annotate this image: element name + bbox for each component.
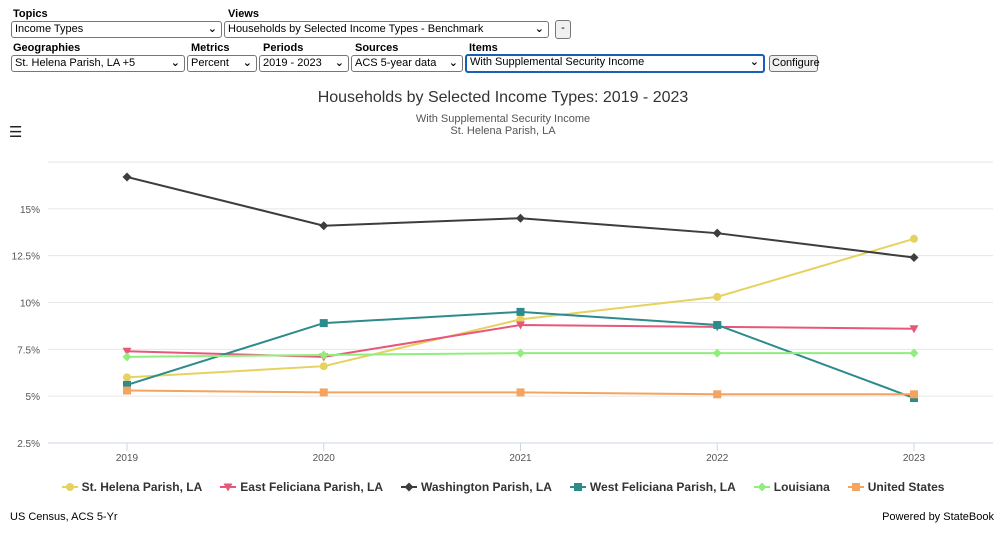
data-point bbox=[123, 380, 131, 389]
legend-item[interactable]: United States bbox=[847, 480, 945, 494]
topics-select[interactable]: Income Types ⌄ bbox=[11, 21, 222, 38]
data-point bbox=[713, 320, 722, 329]
data-point bbox=[516, 348, 525, 358]
legend-item[interactable]: Louisiana bbox=[753, 480, 830, 494]
items-value: With Supplemental Security Income bbox=[470, 56, 645, 68]
legend-label: East Feliciana Parish, LA bbox=[240, 480, 383, 494]
data-point bbox=[712, 348, 722, 358]
data-point bbox=[122, 172, 132, 182]
y-tick-label: 5% bbox=[26, 392, 41, 403]
data-point bbox=[516, 388, 525, 397]
chevron-down-icon: ⌄ bbox=[334, 57, 344, 69]
chart-legend: St. Helena Parish, LA East Feliciana Pari… bbox=[0, 480, 1006, 494]
metrics-select[interactable]: Percent ⌄ bbox=[187, 55, 257, 72]
source-credit: US Census, ACS 5-Yr bbox=[10, 511, 118, 523]
data-point bbox=[516, 315, 525, 324]
y-tick-label: 10% bbox=[20, 299, 40, 310]
powered-by: Powered by StateBook bbox=[882, 511, 994, 523]
legend-label: United States bbox=[867, 480, 945, 494]
data-point bbox=[516, 307, 525, 316]
data-point bbox=[123, 386, 131, 395]
data-point bbox=[319, 319, 328, 328]
data-point bbox=[909, 253, 919, 263]
periods-select[interactable]: 2019 - 2023 ⌄ bbox=[259, 55, 349, 72]
chart-subtitle: With Supplemental Security Income bbox=[415, 113, 591, 125]
data-point bbox=[123, 373, 131, 382]
sources-value: ACS 5-year data bbox=[355, 57, 437, 69]
legend-marker-icon bbox=[753, 482, 770, 492]
chevron-down-icon: ⌄ bbox=[207, 23, 217, 35]
legend-item[interactable]: West Feliciana Parish, LA bbox=[569, 480, 736, 494]
views-label: Views bbox=[228, 8, 259, 20]
legend-item[interactable]: East Feliciana Parish, LA bbox=[220, 480, 383, 494]
data-point bbox=[909, 325, 919, 334]
legend-marker-icon bbox=[401, 482, 417, 492]
sources-label: Sources bbox=[355, 42, 399, 54]
legend-item[interactable]: St. Helena Parish, LA bbox=[61, 480, 203, 494]
items-select[interactable]: With Supplemental Security Income ⌄ bbox=[465, 54, 765, 73]
data-point bbox=[319, 388, 328, 397]
legend-label: St. Helena Parish, LA bbox=[81, 480, 203, 494]
chevron-down-icon: ⌄ bbox=[448, 57, 458, 69]
sources-select[interactable]: ACS 5-year data ⌄ bbox=[351, 55, 463, 72]
metrics-value: Percent bbox=[191, 57, 229, 69]
periods-label: Periods bbox=[263, 42, 304, 54]
minus-button[interactable]: - bbox=[555, 20, 571, 39]
topics-label: Topics bbox=[13, 8, 48, 20]
geographies-label: Geographies bbox=[13, 42, 81, 54]
legend-marker-icon bbox=[61, 483, 78, 491]
x-tick-label: 2021 bbox=[509, 453, 532, 464]
geographies-value: St. Helena Parish, LA +5 bbox=[15, 57, 136, 69]
items-label: Items bbox=[469, 42, 498, 54]
legend-item[interactable]: Washington Parish, LA bbox=[401, 480, 552, 494]
data-point bbox=[516, 213, 525, 223]
hamburger-menu-icon[interactable]: ☰ bbox=[9, 124, 23, 141]
x-tick-label: 2019 bbox=[116, 453, 139, 464]
legend-label: Louisiana bbox=[773, 480, 830, 494]
data-point bbox=[516, 321, 525, 330]
y-tick-label: 15% bbox=[20, 205, 40, 216]
y-tick-label: 2.5% bbox=[17, 439, 40, 450]
x-tick-label: 2023 bbox=[903, 453, 926, 464]
data-point bbox=[122, 347, 132, 356]
topics-value: Income Types bbox=[15, 23, 84, 35]
views-select[interactable]: Households by Selected Income Types - Be… bbox=[224, 21, 549, 38]
geographies-select[interactable]: St. Helena Parish, LA +5 ⌄ bbox=[11, 55, 185, 72]
data-point bbox=[319, 350, 329, 360]
data-point bbox=[122, 352, 132, 362]
legend-marker-icon bbox=[847, 483, 864, 491]
data-point bbox=[713, 292, 722, 301]
configure-button[interactable]: Configure bbox=[769, 55, 820, 72]
data-point bbox=[910, 234, 918, 243]
x-tick-label: 2020 bbox=[313, 453, 336, 464]
data-point bbox=[712, 228, 722, 238]
chart-title: Households by Selected Income Types: 201… bbox=[317, 89, 689, 106]
x-tick-label: 2022 bbox=[706, 453, 729, 464]
periods-value: 2019 - 2023 bbox=[263, 57, 322, 69]
chevron-down-icon: ⌄ bbox=[242, 57, 252, 69]
legend-label: West Feliciana Parish, LA bbox=[589, 480, 736, 494]
data-point bbox=[909, 348, 919, 358]
chart-subtitle-geography: St. Helena Parish, LA bbox=[450, 125, 556, 137]
metrics-label: Metrics bbox=[191, 42, 230, 54]
data-point bbox=[319, 221, 329, 231]
y-tick-label: 7.5% bbox=[17, 345, 40, 356]
chevron-down-icon: ⌄ bbox=[749, 56, 759, 68]
data-point bbox=[910, 390, 918, 399]
data-point bbox=[713, 390, 722, 399]
legend-label: Washington Parish, LA bbox=[421, 480, 552, 494]
chevron-down-icon: ⌄ bbox=[170, 57, 180, 69]
legend-marker-icon bbox=[220, 483, 237, 492]
data-point bbox=[319, 362, 328, 371]
legend-marker-icon bbox=[569, 483, 586, 491]
views-value: Households by Selected Income Types - Be… bbox=[228, 23, 484, 35]
y-tick-label: 12.5% bbox=[12, 252, 40, 263]
chevron-down-icon: ⌄ bbox=[534, 23, 544, 35]
